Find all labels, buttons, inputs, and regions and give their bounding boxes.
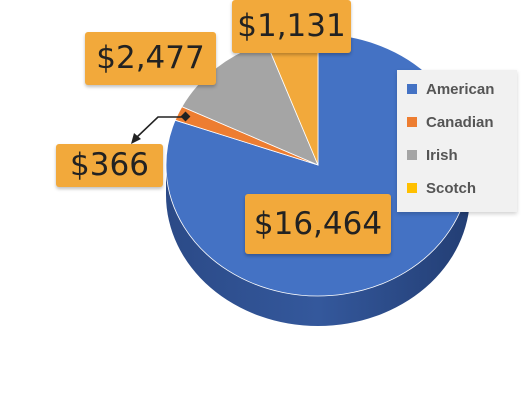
leader-diamond-icon xyxy=(180,111,191,122)
legend-item-scotch: Scotch xyxy=(407,179,476,197)
pie-3d-side xyxy=(166,165,470,326)
data-label-irish: $2,477 xyxy=(85,32,216,85)
legend-label-scotch: Scotch xyxy=(426,179,477,197)
data-label-scotch-text: $1,131 xyxy=(237,8,346,44)
legend-label-canadian: Canadian xyxy=(426,113,494,131)
pie-slice-american xyxy=(165,33,471,297)
leader-arrow-icon xyxy=(131,133,141,144)
data-label-scotch: $1,131 xyxy=(232,0,351,53)
leader-line xyxy=(131,111,191,144)
legend-swatch-american xyxy=(407,84,417,94)
legend-swatch-canadian xyxy=(407,117,417,127)
legend-swatch-scotch xyxy=(407,183,417,193)
legend-item-irish: Irish xyxy=(407,146,458,164)
legend: American Canadian Irish Scotch xyxy=(397,70,517,212)
data-label-canadian-text: $366 xyxy=(70,147,149,183)
data-label-canadian: $366 xyxy=(56,144,163,187)
data-label-american-text: $16,464 xyxy=(253,205,383,242)
data-label-irish-text: $2,477 xyxy=(96,40,205,76)
legend-swatch-irish xyxy=(407,150,417,160)
legend-item-canadian: Canadian xyxy=(407,113,494,131)
pie-side-american xyxy=(166,165,470,326)
legend-item-american: American xyxy=(407,80,494,98)
legend-label-irish: Irish xyxy=(426,146,458,164)
data-label-american: $16,464 xyxy=(245,194,391,254)
legend-label-american: American xyxy=(426,80,495,98)
